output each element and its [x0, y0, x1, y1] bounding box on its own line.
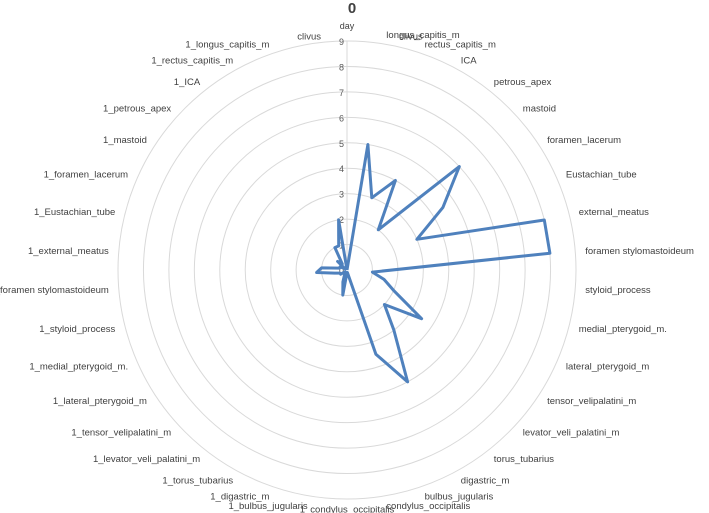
- category-label-0: clivus: [399, 32, 423, 43]
- grid-circles: [117, 40, 577, 500]
- category-label-12: lateral_pterygoid_m: [566, 362, 650, 373]
- category-label-31: 1_foramen_lacerum: [44, 170, 129, 181]
- series-line-0: [315, 143, 552, 384]
- series-layer: [315, 143, 552, 384]
- category-label-36: 1_longus_capitis_m: [185, 39, 269, 50]
- category-label-13: tensor_velipalatini_m: [547, 396, 636, 407]
- category-label-37: clivus: [297, 32, 321, 43]
- category-label-32: 1_mastoid: [103, 135, 147, 146]
- tick-label-8: 8: [339, 62, 344, 72]
- category-label-22: 1_torus_tubarius: [162, 476, 233, 487]
- category-label-21: 1_digastric_m: [210, 492, 269, 503]
- category-label-7: Eustachian_tube: [566, 170, 637, 181]
- category-label-26: 1_medial_pterygoid_m.: [29, 362, 128, 373]
- category-label-9: foramen stylomastoideum: [585, 246, 694, 257]
- category-label-1: longus_capitis_m: [386, 30, 459, 41]
- category-label-25: 1_lateral_pterygoid_m: [53, 396, 147, 407]
- category-label-30: 1_Eustachian_tube: [34, 207, 115, 218]
- category-label-17: bulbus_jugularis: [425, 492, 494, 503]
- category-label-6: foramen_lacerum: [547, 135, 621, 146]
- category-label-20: 1_bulbus_jugularis: [228, 501, 307, 512]
- tick-label-7: 7: [339, 88, 344, 98]
- tick-label-6: 6: [339, 113, 344, 123]
- tick-label-3: 3: [339, 190, 344, 200]
- category-labels: clivuslongus_capitis_mrectus_capitis_mIC…: [0, 30, 694, 513]
- category-label-16: digastric_m: [461, 476, 510, 487]
- category-label-27: 1_styloid_process: [39, 324, 115, 335]
- category-label-18: condylus_occipitalis: [386, 501, 470, 512]
- category-label-3: ICA: [461, 55, 478, 66]
- category-label-15: torus_tubarius: [494, 454, 554, 465]
- category-label-33: 1_petrous_apex: [103, 104, 171, 115]
- category-label-24: 1_tensor_velipalatini_m: [71, 427, 171, 438]
- category-label-23: 1_levator_veli_palatini_m: [93, 454, 200, 465]
- category-label-2: rectus_capitis_m: [425, 39, 496, 50]
- tick-label-2: 2: [339, 215, 344, 225]
- category-label-5: mastoid: [523, 104, 556, 115]
- category-label-14: levator_veli_palatini_m: [523, 427, 620, 438]
- category-label-34: 1_ICA: [174, 77, 201, 88]
- tick-label-5: 5: [339, 139, 344, 149]
- category-label-4: petrous_apex: [494, 77, 552, 88]
- category-label-29: 1_external_meatus: [28, 246, 109, 257]
- category-label-11: medial_pterygoid_m.: [579, 324, 667, 335]
- category-label-8: external_meatus: [579, 207, 649, 218]
- category-label-10: styloid_process: [585, 285, 651, 296]
- category-label-19: 1_condylus_occipitalis: [300, 505, 395, 513]
- chart-title: 0: [348, 0, 356, 17]
- tick-label-4: 4: [339, 164, 344, 174]
- tick-label-0: 0: [339, 266, 344, 276]
- category-label-35: 1_rectus_capitis_m: [151, 55, 233, 66]
- category-label-28: 1_foramen stylomastoideum: [0, 285, 109, 296]
- tick-label-9: 9: [339, 37, 344, 47]
- axis-unit-label: day: [340, 21, 355, 31]
